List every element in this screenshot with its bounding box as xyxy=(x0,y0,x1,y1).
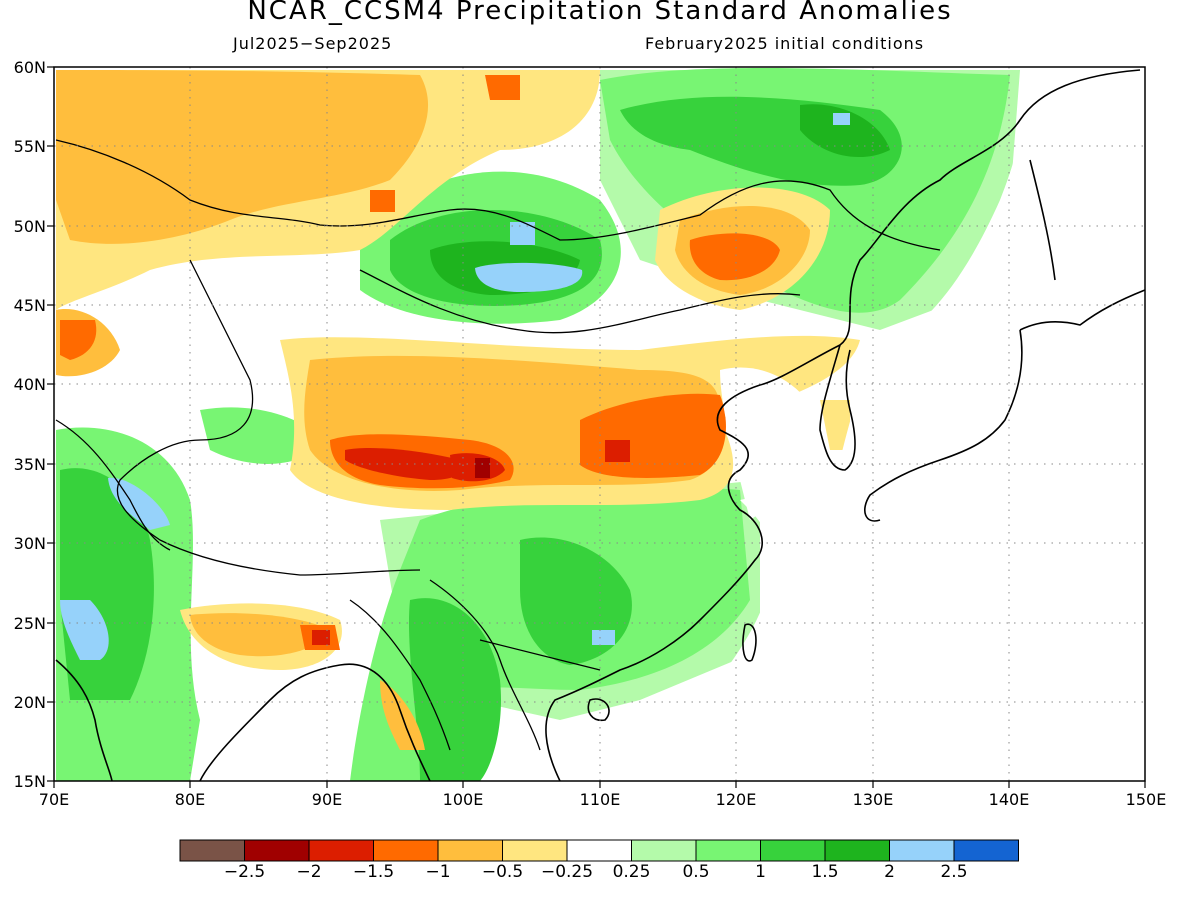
region-blue-mongolia-small xyxy=(510,222,535,245)
india-border xyxy=(55,419,171,551)
lat-label-50n: 50N xyxy=(13,217,46,236)
region-yellow-korea xyxy=(820,400,850,450)
bay-of-bengal-coast xyxy=(199,663,431,781)
colorbar-swatch xyxy=(308,839,374,862)
lat-label-20n: 20N xyxy=(13,693,46,712)
region-red-bay xyxy=(312,630,330,645)
region-blue-india xyxy=(60,600,109,660)
region-green-2-northeast xyxy=(800,104,890,158)
region-orange-northwest xyxy=(56,70,429,244)
colorbar-swatch xyxy=(695,839,761,862)
lon-label-130e: 130E xyxy=(852,790,894,809)
colorbar-label: 2 xyxy=(884,862,895,882)
region-red-orange-kazakh xyxy=(370,190,395,212)
colorbar-swatch xyxy=(824,839,890,862)
lon-label-90e: 90E xyxy=(311,790,343,809)
colorbar-swatch xyxy=(373,839,439,862)
china-vietnam-border xyxy=(479,639,601,671)
lat-label-55n: 55N xyxy=(13,137,46,156)
colorbar-swatch xyxy=(244,839,310,862)
region-white-east-china xyxy=(720,367,820,520)
colorbar-swatch xyxy=(179,839,245,862)
region-red-tibet xyxy=(345,448,464,480)
lon-label-150e: 150E xyxy=(1125,790,1167,809)
region-red-orange-northeast xyxy=(689,233,780,281)
colorbar-label: −2.5 xyxy=(223,862,266,882)
colorbar-label: −1 xyxy=(425,862,451,882)
region-red-east xyxy=(605,440,630,462)
colorbar-label: −0.25 xyxy=(540,862,594,882)
lat-label-35n: 35N xyxy=(13,455,46,474)
lon-label-140e: 140E xyxy=(988,790,1030,809)
region-red-orange-west xyxy=(60,320,97,360)
japan-honshu xyxy=(864,329,1023,522)
map-ticks xyxy=(47,66,1146,788)
colorbar-swatch xyxy=(953,839,1019,862)
lon-label-120e: 120E xyxy=(715,790,757,809)
colorbar-swatch xyxy=(566,839,632,862)
hainan xyxy=(587,698,610,722)
colorbar-label: 2.5 xyxy=(940,862,968,882)
lat-label-30n: 30N xyxy=(13,534,46,553)
colorbar xyxy=(179,839,1019,862)
chart-title: NCAR_CCSM4 Precipitation Standard Anomal… xyxy=(247,0,953,26)
colorbar-label: −2 xyxy=(296,862,322,882)
lat-label-60n: 60N xyxy=(13,58,46,77)
region-blue-mongolia xyxy=(475,262,583,292)
russia-kazakh-border xyxy=(55,139,941,251)
colorbar-label: 1 xyxy=(755,862,766,882)
lat-label-25n: 25N xyxy=(13,614,46,633)
myanmar-border xyxy=(349,599,451,751)
indochina-border xyxy=(429,579,541,751)
colorbar-swatch xyxy=(760,839,826,862)
colorbar-label: −0.5 xyxy=(481,862,524,882)
anomaly-shading xyxy=(56,67,1145,781)
region-red-orange-north xyxy=(485,75,520,100)
lat-label-40n: 40N xyxy=(13,375,46,394)
korea-coast xyxy=(819,344,856,471)
sakhalin xyxy=(1029,159,1056,281)
region-white-west-band xyxy=(190,303,330,345)
colorbar-swatch xyxy=(437,839,503,862)
colorbar-label: 1.5 xyxy=(811,862,839,882)
colorbar-label: −1.5 xyxy=(352,862,395,882)
china-coast xyxy=(545,69,1141,781)
coastlines xyxy=(55,69,1145,781)
taiwan xyxy=(742,623,757,662)
region-blue-south-china xyxy=(592,630,615,645)
lon-label-110e: 110E xyxy=(579,790,621,809)
lat-label-15n: 15N xyxy=(13,772,46,791)
colorbar-label: 0.25 xyxy=(612,862,651,882)
region-orange-bangladesh xyxy=(190,613,330,657)
lon-label-100e: 100E xyxy=(442,790,484,809)
lon-label-70e: 70E xyxy=(38,790,70,809)
lat-label-45n: 45N xyxy=(13,296,46,315)
country-borders xyxy=(55,139,941,751)
china-west-border xyxy=(116,259,421,576)
colorbar-label: 0.5 xyxy=(682,862,710,882)
ocean-east xyxy=(640,67,1145,781)
lon-label-80e: 80E xyxy=(174,790,206,809)
mongolia-china-border xyxy=(359,269,801,334)
region-blue-northeast xyxy=(833,113,850,125)
region-dark-red-central xyxy=(475,458,490,478)
season-label: Jul2025−Sep2025 xyxy=(233,34,393,53)
region-dark-green-indochina xyxy=(408,598,501,781)
initial-conditions-label: February2025 initial conditions xyxy=(645,34,925,53)
india-coast xyxy=(55,659,113,781)
colorbar-swatch xyxy=(631,839,697,862)
colorbar-swatch xyxy=(889,839,955,862)
japan-hokkaido xyxy=(1019,289,1145,331)
colorbar-swatch xyxy=(502,839,568,862)
